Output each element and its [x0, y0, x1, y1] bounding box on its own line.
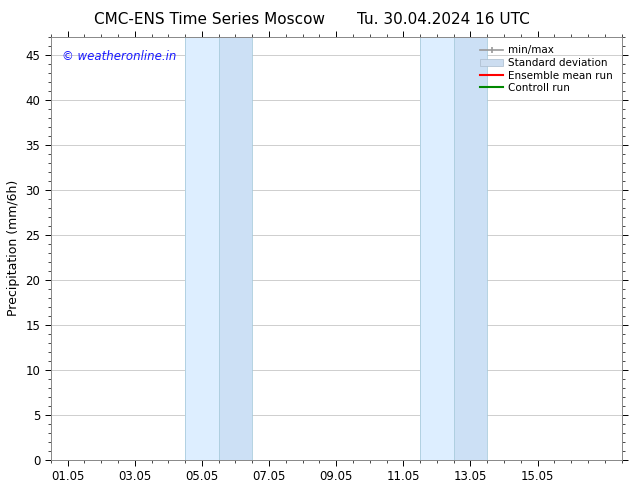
Legend: min/max, Standard deviation, Ensemble mean run, Controll run: min/max, Standard deviation, Ensemble me…: [477, 42, 616, 96]
Bar: [219, 37, 252, 460]
Bar: [454, 37, 487, 460]
Bar: [185, 37, 219, 460]
Y-axis label: Precipitation (mm/6h): Precipitation (mm/6h): [7, 180, 20, 317]
Text: © weatheronline.in: © weatheronline.in: [62, 49, 177, 63]
Text: CMC-ENS Time Series Moscow: CMC-ENS Time Series Moscow: [94, 12, 325, 27]
Bar: [420, 37, 454, 460]
Text: Tu. 30.04.2024 16 UTC: Tu. 30.04.2024 16 UTC: [358, 12, 530, 27]
